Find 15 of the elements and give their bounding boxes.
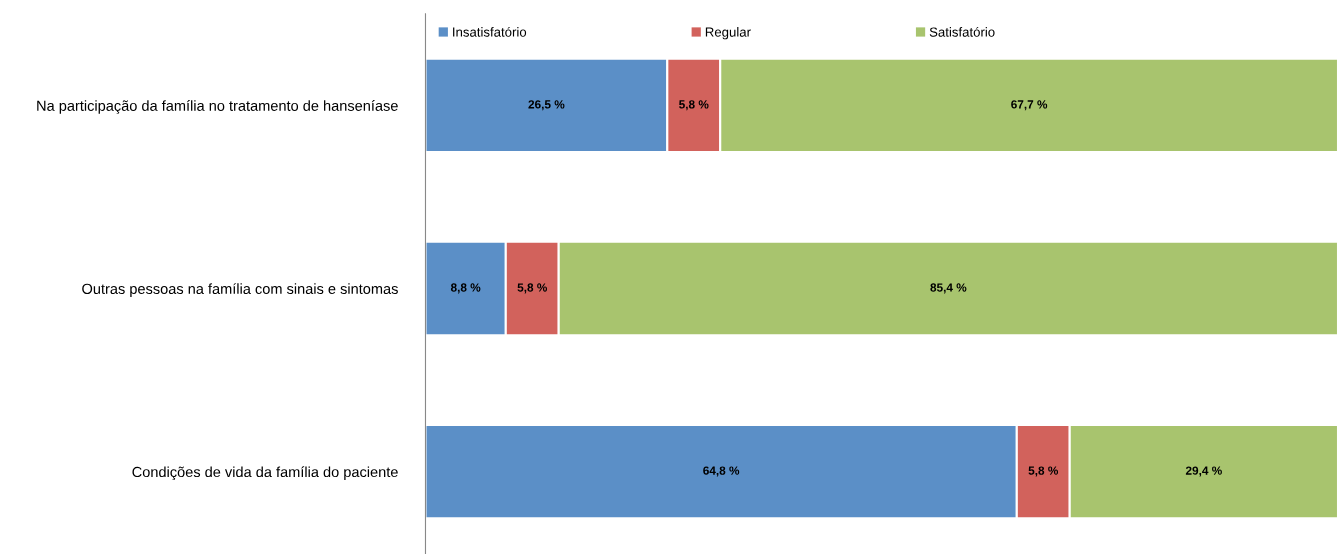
legend-label: Insatisfatório — [453, 26, 527, 37]
data-label: 8,8 % — [450, 283, 481, 294]
y-tick-label: Outras pessoas na família com sinais e sintomas — [82, 283, 398, 297]
data-label: 67,7 % — [1011, 100, 1048, 111]
data-label: 5,8 % — [517, 283, 548, 294]
data-label: 26,5 % — [528, 100, 565, 111]
data-label: 5,8 % — [1028, 466, 1059, 477]
y-tick-label: Na participação da família no tratamento de hanseníase — [37, 100, 398, 114]
data-label: 5,8 % — [679, 100, 709, 111]
legend-label: Regular — [705, 27, 751, 40]
legend-label: Satisfatório — [929, 26, 995, 37]
data-label: 29,4 % — [1185, 466, 1222, 477]
data-label: 85,4 % — [930, 283, 967, 294]
data-label: 64,8 % — [703, 466, 740, 477]
y-tick-label: Condições de vida da família do paciente — [132, 466, 398, 481]
